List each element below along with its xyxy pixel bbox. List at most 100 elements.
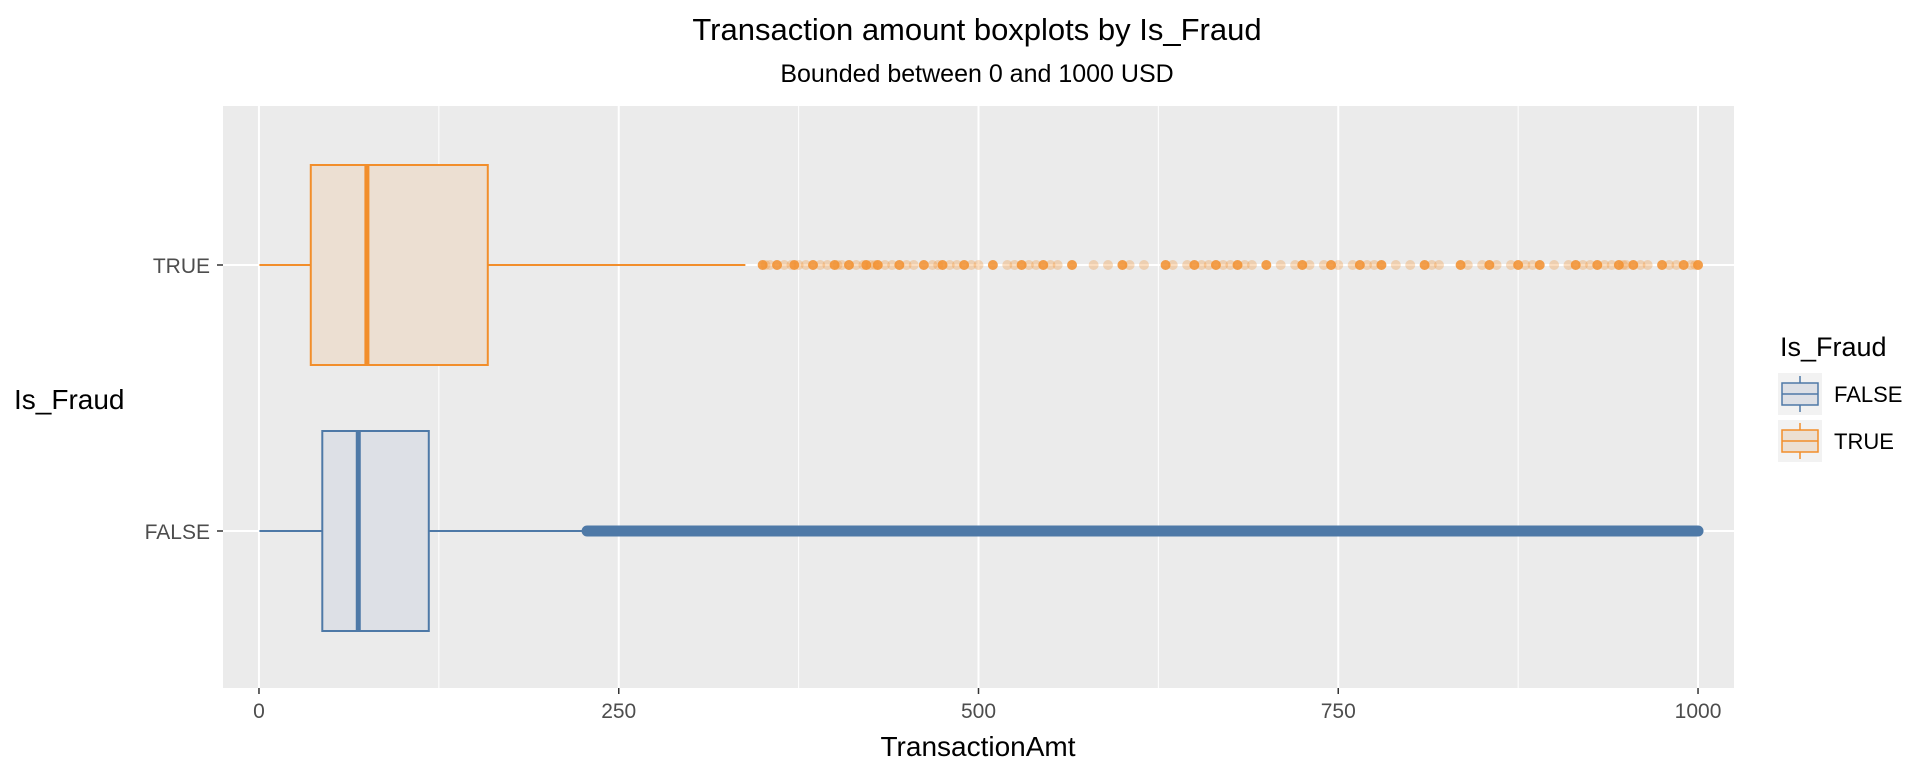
- outlier-point: [1009, 260, 1020, 270]
- outlier-point: [987, 260, 998, 270]
- outlier-point: [1657, 260, 1668, 270]
- y-tick-label: FALSE: [145, 521, 210, 544]
- outlier-point: [861, 260, 872, 270]
- outlier-point: [1297, 260, 1308, 270]
- boxplot-false: [259, 430, 1704, 632]
- outlier-point: [1693, 260, 1704, 270]
- outlier-point: [1426, 260, 1437, 270]
- outlier-point: [1549, 260, 1560, 270]
- outlier-point: [1261, 260, 1272, 270]
- outlier-point: [1484, 260, 1495, 270]
- outlier-point: [1433, 260, 1444, 270]
- outlier-point: [1103, 260, 1114, 270]
- outlier-point: [760, 260, 771, 270]
- outlier-point: [808, 260, 819, 270]
- outlier-point: [1124, 260, 1135, 270]
- outlier-point: [1491, 260, 1502, 270]
- outlier-point: [865, 260, 876, 270]
- x-tick-label: 1000: [1675, 700, 1722, 723]
- outlier-point: [1275, 260, 1286, 270]
- outlier-point: [843, 260, 854, 270]
- outlier-point: [918, 260, 929, 270]
- outlier-point: [944, 260, 955, 270]
- outlier-point: [1621, 260, 1632, 270]
- outlier-point: [973, 260, 984, 270]
- chart-subtitle: Bounded between 0 and 1000 USD: [780, 60, 1173, 88]
- outlier-point: [1520, 260, 1531, 270]
- y-axis: FALSE TRUE: [145, 255, 223, 544]
- outlier-point: [829, 260, 840, 270]
- outlier-point: [872, 260, 883, 270]
- outlier-point: [1362, 260, 1373, 270]
- outlier-point: [757, 260, 768, 270]
- outlier-point: [894, 260, 905, 270]
- outlier-point: [1045, 260, 1056, 270]
- outlier-point: [1390, 260, 1401, 270]
- outlier-point: [1016, 260, 1027, 270]
- outlier-point: [1218, 260, 1229, 270]
- outlier-point: [832, 260, 843, 270]
- outlier-point: [1678, 260, 1689, 270]
- outlier-point: [1304, 260, 1315, 270]
- outlier-point: [1138, 260, 1149, 270]
- outlier-point: [815, 260, 826, 270]
- legend-label: FALSE: [1834, 382, 1902, 407]
- outlier-point: [789, 260, 800, 270]
- legend-item-false: FALSE: [1778, 373, 1902, 415]
- outlier-point: [1031, 260, 1042, 270]
- outlier-point: [1290, 260, 1301, 270]
- outlier-point: [779, 260, 790, 270]
- outlier-point: [1052, 260, 1063, 270]
- outlier-point: [1505, 260, 1516, 270]
- x-axis: 0 250 500 750 1000: [253, 688, 1721, 723]
- outlier-point: [1354, 260, 1365, 270]
- x-tick-label: 0: [253, 700, 265, 723]
- chart-title: Transaction amount boxplots by Is_Fraud: [692, 12, 1261, 47]
- outlier-point: [1347, 260, 1358, 270]
- x-tick-label: 750: [1321, 700, 1356, 723]
- legend-label: TRUE: [1834, 429, 1894, 454]
- outlier-point: [1477, 260, 1488, 270]
- outlier-point: [1239, 260, 1250, 270]
- outlier-point: [1318, 260, 1329, 270]
- boxplot-true: [259, 164, 1704, 366]
- outlier-point: [1618, 260, 1629, 270]
- outlier-point: [1606, 260, 1617, 270]
- outlier-point: [1182, 260, 1193, 270]
- outlier-point: [822, 260, 833, 270]
- outlier-point: [908, 260, 919, 270]
- outlier-point: [1599, 260, 1610, 270]
- outlier-point: [1534, 260, 1545, 270]
- x-tick-label: 500: [961, 700, 996, 723]
- outlier-point: [1685, 260, 1696, 270]
- outlier-point: [1664, 260, 1675, 270]
- outlier-point: [1628, 260, 1639, 270]
- outlier-point: [1023, 260, 1034, 270]
- outlier-point: [1189, 260, 1200, 270]
- outlier-point: [1671, 260, 1682, 270]
- outlier-point: [1577, 260, 1588, 270]
- outlier-point: [1160, 260, 1171, 270]
- outlier-point: [937, 260, 948, 270]
- outlier-point: [1376, 260, 1387, 270]
- outlier-point: [1585, 260, 1596, 270]
- outlier-point: [1405, 260, 1416, 270]
- outlier-point: [1527, 260, 1538, 270]
- outlier-point: [1088, 260, 1099, 270]
- outlier-point: [1369, 260, 1380, 270]
- outlier-point: [1232, 260, 1243, 270]
- outlier-point: [1246, 260, 1257, 270]
- outlier-point: [1513, 260, 1524, 270]
- outlier-point: [1117, 260, 1128, 270]
- outlier-point: [1563, 260, 1574, 270]
- outlier-point: [927, 260, 938, 270]
- outlier-point: [1326, 260, 1337, 270]
- outlier-point: [1455, 260, 1466, 270]
- outlier-point: [851, 260, 862, 270]
- outlier-point: [1592, 260, 1603, 270]
- x-axis-title: TransactionAmt: [880, 731, 1075, 762]
- outlier-point: [1613, 260, 1624, 270]
- outlier-point: [764, 260, 775, 270]
- outlier-point: [1333, 260, 1344, 270]
